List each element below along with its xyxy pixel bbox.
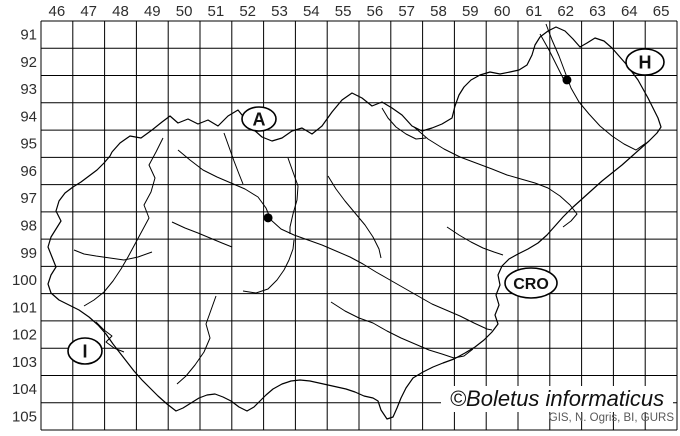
country-oval-hungary	[625, 48, 665, 76]
row-label-104: 104	[12, 381, 37, 398]
col-label-55: 55	[335, 3, 352, 20]
river-savinja	[327, 175, 382, 259]
col-label-62: 62	[557, 3, 574, 20]
country-oval-austria	[241, 106, 277, 132]
country-label-italy: I	[82, 341, 87, 361]
col-label-65: 65	[653, 3, 670, 20]
col-label-60: 60	[494, 3, 511, 20]
col-label-50: 50	[176, 3, 193, 20]
country-label-croatia: CRO	[513, 276, 549, 293]
col-label-59: 59	[462, 3, 479, 20]
col-label-56: 56	[367, 3, 384, 20]
country-label-austria: A	[253, 109, 266, 129]
country-oval-croatia	[504, 267, 558, 299]
row-label-94: 94	[20, 108, 37, 125]
col-label-53: 53	[271, 3, 288, 20]
row-label-102: 102	[12, 327, 37, 344]
col-label-46: 46	[49, 3, 66, 20]
river-krka	[330, 301, 474, 359]
col-label-47: 47	[80, 3, 97, 20]
river-vipava	[73, 249, 153, 261]
row-label-93: 93	[20, 81, 37, 98]
col-label-54: 54	[303, 3, 320, 20]
country-label-hungary: H	[639, 52, 652, 72]
col-label-58: 58	[430, 3, 447, 20]
col-label-49: 49	[144, 3, 161, 20]
row-label-99: 99	[20, 245, 37, 262]
river-ledava	[539, 33, 565, 81]
river-ljubljanica	[242, 239, 295, 294]
river-sava	[177, 149, 493, 331]
occurrence-dot	[263, 213, 273, 223]
river-coastline-detail	[95, 321, 125, 353]
attribution-text: GIS, N. Ogris, BI, GURS	[548, 412, 674, 424]
river-kokra	[223, 132, 244, 185]
occurrence-dot	[562, 75, 572, 85]
row-label-100: 100	[12, 272, 37, 289]
river-idrijca	[171, 221, 233, 248]
river-mura	[545, 23, 647, 151]
row-label-97: 97	[20, 190, 37, 207]
river-kamniska-bistrica	[287, 157, 299, 234]
row-label-98: 98	[20, 218, 37, 235]
row-label-103: 103	[12, 354, 37, 371]
copyright-watermark: ©Boletus informaticus	[441, 386, 673, 412]
col-label-57: 57	[398, 3, 415, 20]
row-label-92: 92	[20, 54, 37, 71]
row-label-101: 101	[12, 299, 37, 316]
river-meza	[381, 107, 427, 140]
river-dravinja	[446, 226, 504, 256]
row-label-96: 96	[20, 163, 37, 180]
river-soca	[83, 137, 164, 307]
river-drava	[413, 126, 578, 228]
river-reka	[176, 295, 217, 385]
row-label-105: 105	[12, 408, 37, 425]
slovenia-border-outline	[47, 26, 662, 420]
col-label-52: 52	[239, 3, 256, 20]
col-label-63: 63	[589, 3, 606, 20]
col-label-51: 51	[208, 3, 225, 20]
country-oval-italy	[67, 337, 103, 365]
row-label-95: 95	[20, 136, 37, 153]
col-label-64: 64	[621, 3, 638, 20]
row-label-91: 91	[20, 27, 37, 44]
col-label-48: 48	[112, 3, 129, 20]
col-label-61: 61	[526, 3, 543, 20]
